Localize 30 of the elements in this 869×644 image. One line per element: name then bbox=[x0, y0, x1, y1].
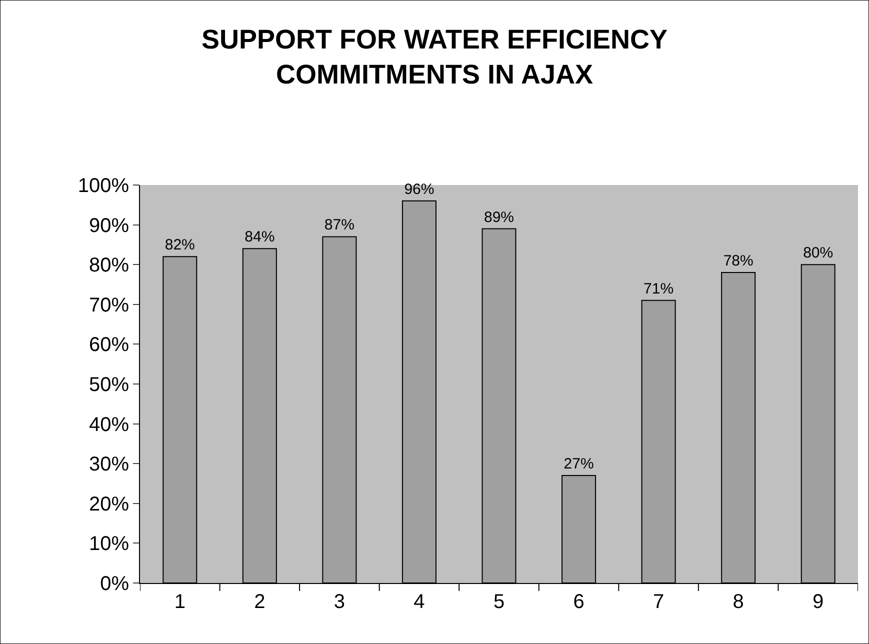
x-tick-label: 4 bbox=[414, 591, 425, 613]
x-tick-label: 9 bbox=[812, 591, 824, 613]
y-tick-label: 90% bbox=[88, 214, 130, 237]
y-tick-label: 30% bbox=[88, 454, 130, 476]
data-label: 80% bbox=[803, 244, 834, 262]
data-label: 84% bbox=[244, 228, 275, 246]
x-tick-label: 2 bbox=[254, 591, 266, 613]
y-tick-label: 20% bbox=[88, 493, 130, 516]
data-label: 27% bbox=[564, 456, 594, 473]
x-tick-label: 6 bbox=[573, 591, 584, 613]
data-label: 87% bbox=[324, 216, 354, 234]
y-tick-label: 0% bbox=[100, 573, 130, 595]
x-tick-label: 1 bbox=[174, 591, 186, 613]
y-tick-label: 80% bbox=[88, 254, 130, 277]
y-tick-label: 40% bbox=[88, 414, 130, 436]
y-tick-label: 50% bbox=[88, 374, 130, 396]
y-tick-label: 70% bbox=[88, 294, 130, 316]
chart-title: SUPPORT FOR WATER EFFICIENCY COMMITMENTS IN AJAX bbox=[201, 24, 668, 90]
data-label: 71% bbox=[644, 280, 674, 298]
data-label: 96% bbox=[404, 180, 434, 198]
y-tick-label: 60% bbox=[88, 334, 130, 356]
y-tick-label: 10% bbox=[88, 533, 130, 556]
x-tick-label: 5 bbox=[493, 591, 505, 613]
x-tick-label: 7 bbox=[652, 591, 664, 613]
data-label: 89% bbox=[484, 208, 514, 226]
data-label: 82% bbox=[164, 236, 195, 254]
y-tick-label: 100% bbox=[78, 175, 130, 197]
x-tick-label: 3 bbox=[334, 591, 346, 613]
x-tick-label: 8 bbox=[732, 591, 744, 613]
data-label: 78% bbox=[723, 252, 754, 270]
